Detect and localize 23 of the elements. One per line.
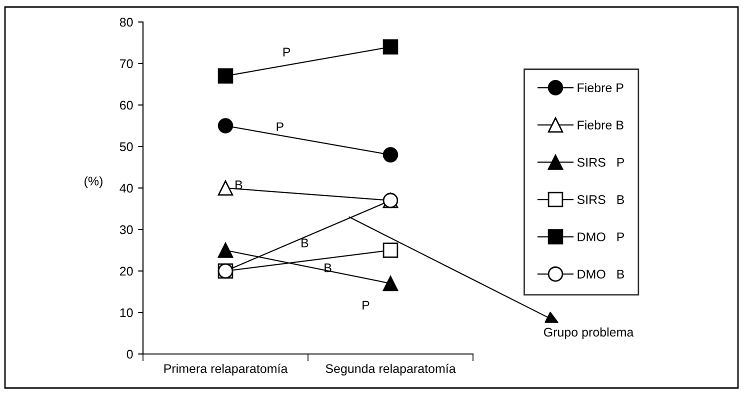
y-tick-label: 20 [120,266,133,276]
annotation: B [302,238,308,248]
y-tick-label: 10 [120,308,133,318]
y-axis-title: (%) [84,176,102,188]
y-tick-label: 40 [120,184,133,193]
annotation: P [276,122,284,132]
legend-label: SIRS B [577,195,624,204]
legend-label: Fiebre B [578,120,624,130]
x-tick-label: Segunda relaparatomía [326,364,456,376]
legend-label: DMO P [578,232,624,242]
y-tick-label: 50 [120,142,133,152]
text: Grupo problema [544,327,634,340]
x-tick-label: Primera relaparatomía [164,364,288,376]
y-tick-label: 30 [120,225,133,234]
y-tick-label: 0 [126,350,133,359]
legend-label: SIRS P [577,158,624,167]
y-tick-label: 60 [120,100,133,110]
annotation: P [362,300,370,310]
legend-label: DMO B [578,270,624,279]
y-tick-label: 70 [120,59,133,68]
annotation: P [283,48,290,56]
legend-label: Fiebre P [578,83,624,92]
y-tick-label: 80 [120,18,133,27]
